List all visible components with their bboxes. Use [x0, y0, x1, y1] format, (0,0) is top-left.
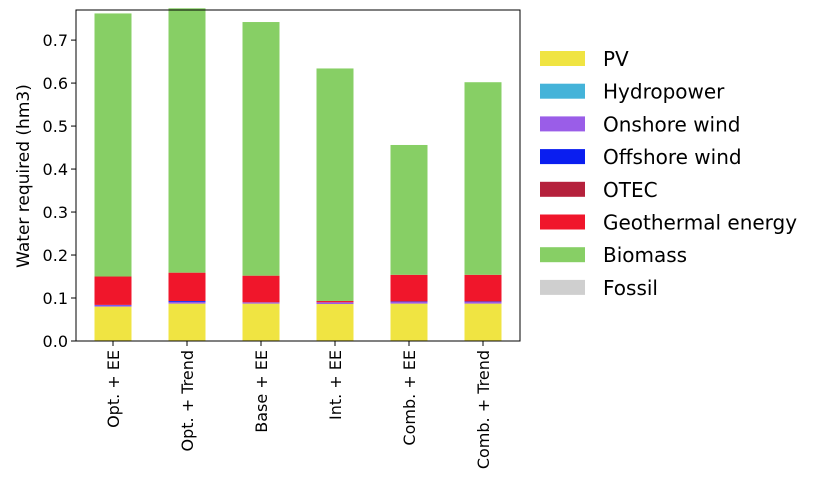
axes-layer: 0.0 0.1 0.2 0.3 0.4 0.5 0.6 0.7 Opt. + EE Opt. + …: [43, 9, 521, 469]
y-tick-label: 0.0: [43, 332, 68, 351]
bar-segment: [94, 13, 132, 277]
x-tick-label: Int. + EE: [326, 350, 345, 420]
legend: PV Hydropower Onshore wind Offshore wind OTE…: [540, 47, 797, 300]
legend-swatch: [540, 116, 585, 132]
legend-swatch: [540, 181, 585, 197]
bar-segment: [94, 276, 132, 305]
legend-label: Geothermal energy: [603, 211, 797, 235]
bars-layer: [94, 8, 502, 341]
bar-segment: [390, 301, 428, 304]
bar-segment: [242, 22, 280, 276]
y-tick-label: 0.4: [43, 160, 68, 179]
bar-segment: [168, 301, 206, 302]
legend-label: PV: [603, 47, 629, 71]
bar-segment: [168, 272, 206, 302]
legend-label: Offshore wind: [603, 145, 742, 169]
legend-swatch: [540, 247, 585, 263]
legend-label: Biomass: [603, 243, 687, 267]
bar-segment: [390, 303, 428, 341]
bar-segment: [390, 274, 428, 302]
bar-segment: [316, 301, 354, 303]
bar-segment: [94, 305, 132, 307]
bar-segment: [464, 274, 502, 302]
plot-frame: [75, 9, 521, 342]
legend-label: Hydropower: [603, 80, 725, 104]
legend-swatch: [540, 214, 585, 230]
bar-segment: [464, 303, 502, 341]
legend-swatch: [540, 83, 585, 99]
legend-swatch: [540, 279, 585, 295]
bar-segment: [464, 301, 502, 304]
bar-segment: [316, 302, 354, 305]
bar-segment: [242, 275, 280, 303]
legend-label: Onshore wind: [603, 112, 740, 136]
bar-segment: [316, 304, 354, 341]
bar-segment: [242, 302, 280, 304]
y-tick-label: 0.2: [43, 246, 68, 265]
bar-segment: [316, 68, 354, 302]
y-tick-label: 0.7: [43, 31, 68, 50]
x-tick-label: Base + EE: [252, 350, 271, 433]
y-tick-label: 0.6: [43, 74, 68, 93]
legend-swatch: [540, 149, 585, 165]
x-tick-label: Comb. + EE: [400, 350, 419, 446]
bar-segment: [390, 144, 428, 275]
legend-label: Fossil: [603, 276, 658, 300]
y-axis-label: Water required (hm3): [14, 84, 34, 268]
x-tick-label: Comb. + Trend: [474, 350, 493, 469]
bar-segment: [464, 82, 502, 275]
y-tick-label: 0.1: [43, 289, 68, 308]
bar-segment: [242, 303, 280, 341]
y-tick-label: 0.5: [43, 117, 68, 136]
x-tick-label: Opt. + Trend: [178, 350, 197, 451]
bar-segment: [168, 301, 206, 304]
legend-swatch: [540, 51, 585, 66]
bar-segment: [168, 8, 206, 273]
bar-segment: [168, 303, 206, 341]
x-tick-label: Opt. + EE: [104, 350, 123, 428]
y-tick-label: 0.3: [43, 203, 68, 222]
bar-segment: [94, 306, 132, 341]
legend-label: OTEC: [603, 178, 658, 202]
